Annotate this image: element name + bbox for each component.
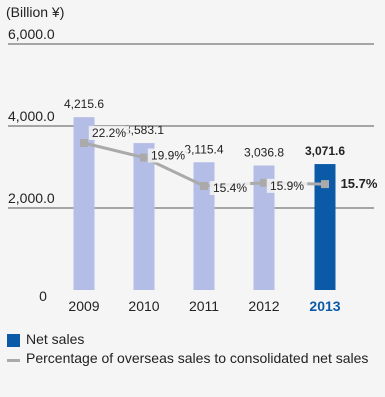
bar [253,165,275,290]
line-value-label: 15.4% [213,181,247,195]
legend: Net sales Percentage of overseas sales t… [7,332,377,370]
bar [73,117,95,290]
legend-label-overseas-pct: Percentage of overseas sales to consolid… [26,350,369,366]
y-tick-label: 0 [39,288,47,304]
legend-swatch-bar [7,334,20,347]
x-tick-label: 2012 [248,298,279,314]
bar [133,143,155,290]
y-tick-label: 4,000.0 [8,108,55,124]
x-tick-label: 2011 [189,298,219,314]
chart-svg: (Billion ¥) 6,000.0 4,000.0 2,000.0 0 4,215.6… [6,4,382,314]
line-value-label: 15.9% [270,179,304,193]
line-label-bg [266,178,308,193]
line-marker [80,139,88,147]
line-marker [200,182,208,190]
line-label-bg [336,177,382,192]
unit-label: (Billion ¥) [6,4,64,20]
line-label-bg [147,148,189,163]
line-marker [321,180,329,189]
line-marker [140,153,148,162]
bar [193,162,215,290]
bar-value-label: 3,036.8 [244,145,284,159]
bar-value-label: 3,071.6 [305,144,345,158]
bar-value-label: 4,215.6 [64,97,104,111]
y-tick-label: 6,000.0 [8,26,55,42]
line-value-label: 15.7% [341,176,378,191]
legend-item-net-sales: Net sales [7,332,377,347]
line-value-label: 22.2% [92,126,126,140]
line-value-label: 19.9% [151,149,185,163]
y-tick-label: 2,000.0 [8,190,55,206]
bar-value-label: 3,583.1 [124,123,164,137]
line-label-bg [209,181,251,195]
bar-value-label: 3,115.4 [184,142,223,156]
bar [314,164,336,290]
legend-swatch-line [7,359,20,362]
x-tick-label: 2009 [68,298,99,314]
line-marker [260,178,268,187]
legend-label-net-sales: Net sales [26,331,85,347]
line-label-bg [88,126,130,140]
x-tick-label: 2013 [309,298,340,314]
legend-item-overseas-pct: Percentage of overseas sales to consolid… [7,351,377,366]
x-tick-label: 2010 [128,298,159,314]
